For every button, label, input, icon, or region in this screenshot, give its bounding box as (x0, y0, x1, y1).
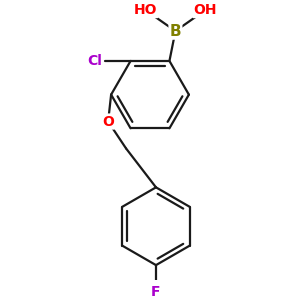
Text: Cl: Cl (87, 54, 102, 68)
Text: B: B (169, 23, 181, 38)
Text: OH: OH (194, 3, 217, 17)
Text: F: F (151, 285, 161, 299)
Text: HO: HO (134, 3, 157, 17)
Text: O: O (102, 115, 114, 128)
